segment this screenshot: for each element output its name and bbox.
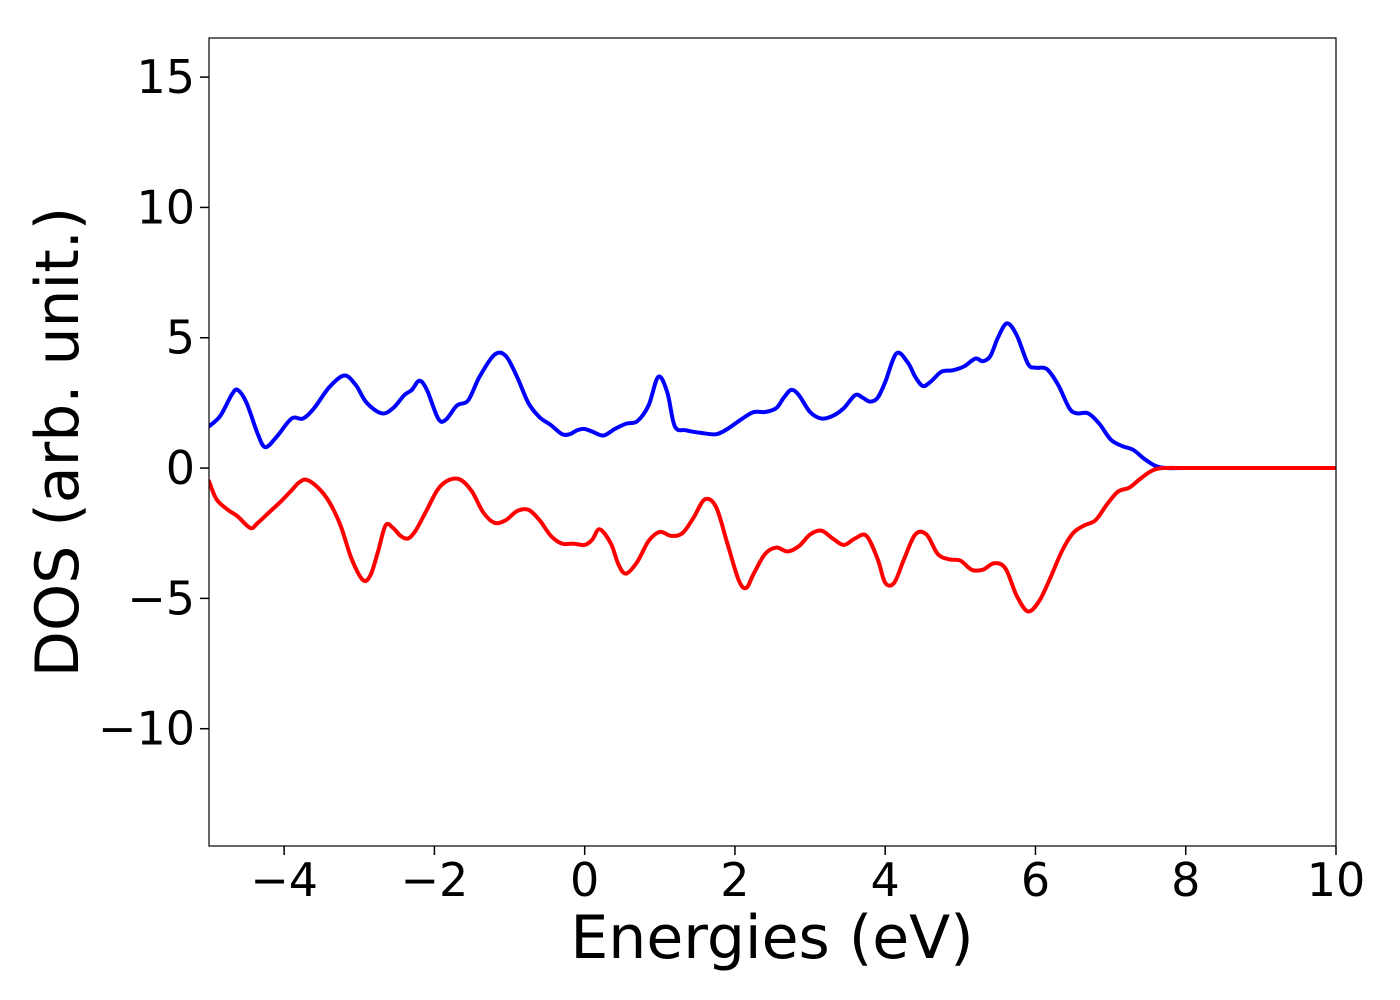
series-line-spin-up (209, 321, 1336, 471)
y-tick-label: 0 (166, 441, 195, 495)
y-tick-label: 15 (136, 50, 195, 104)
x-axis-title: Energies (eV) (570, 903, 973, 973)
y-axis-title: DOS (arb. unit.) (23, 207, 93, 677)
x-tick-label: 0 (570, 853, 599, 907)
x-tick-label: 6 (1021, 853, 1050, 907)
x-tick-label: 10 (1307, 853, 1366, 907)
y-tick-label: 5 (166, 311, 195, 365)
x-axis: −4 −2 0 2 4 6 8 10 (250, 846, 1365, 907)
plot-frame (208, 37, 1337, 847)
y-tick-label: 10 (136, 180, 195, 234)
x-tick-label: 8 (1171, 853, 1200, 907)
x-tick-label: −4 (250, 853, 318, 907)
x-tick-label: 2 (720, 853, 749, 907)
y-axis: −10 −5 0 5 10 15 (98, 50, 209, 756)
x-tick-label: 4 (871, 853, 900, 907)
series-line-spin-down (209, 465, 1336, 614)
series-layer (209, 321, 1336, 614)
x-tick-label: −2 (400, 853, 468, 907)
y-tick-label: −5 (127, 571, 195, 625)
y-tick-label: −10 (98, 702, 195, 756)
plot-background (209, 38, 1336, 846)
